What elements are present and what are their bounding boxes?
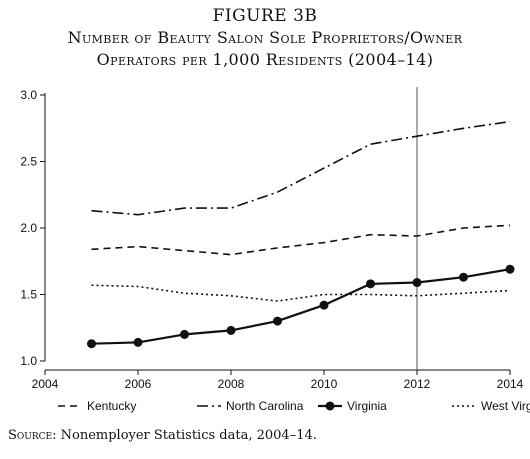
series-line-virginia <box>91 268 511 345</box>
x-tick-label: 2010 <box>311 377 338 391</box>
y-tick-label: 2.5 <box>20 155 37 169</box>
y-tick-label: 1.5 <box>20 288 37 302</box>
y-tick-label: 1.0 <box>20 354 37 368</box>
axes: 1.0 1.5 2.0 2.5 3.0 2004 2006 2008 2010 2012 2014 <box>20 88 523 391</box>
x-tick-label: 2008 <box>218 377 245 391</box>
x-tick-label: 2014 <box>497 377 524 391</box>
series-line-west-virginia <box>91 284 511 302</box>
data-point-virginia <box>505 264 515 274</box>
figure-label: FIGURE 3B <box>212 6 318 26</box>
data-point-virginia <box>87 339 96 349</box>
data-point-virginia <box>133 337 143 347</box>
y-tick-label: 3.0 <box>20 88 37 102</box>
source-text: Nonemployer Statistics data, 2004–14. <box>56 428 317 443</box>
series-line-kentucky <box>91 224 511 256</box>
legend: Kentucky North Carolina Virginia West Virgi… <box>58 399 530 413</box>
data-point-virginia <box>366 279 375 289</box>
data-point-virginia <box>226 325 236 335</box>
source-note: Source: Nonemployer Statistics data, 200… <box>8 428 317 443</box>
x-tick-label: 2012 <box>404 377 431 391</box>
y-tick-label: 2.0 <box>20 221 37 235</box>
source-label: Source: <box>8 428 57 443</box>
data-point-virginia <box>180 329 189 339</box>
series-group <box>87 120 515 349</box>
x-tick-label: 2006 <box>125 377 152 391</box>
chart-title-line-1: Number of Beauty Salon Sole Proprietors/… <box>67 28 463 47</box>
x-tick-label: 2004 <box>32 377 59 391</box>
data-point-virginia <box>273 316 282 326</box>
series-line-north-carolina <box>91 120 511 216</box>
data-point-virginia <box>319 300 329 310</box>
legend-label-north-carolina: North Carolina <box>226 399 304 413</box>
legend-label-west-virginia: West Virginia <box>481 399 530 413</box>
data-point-virginia <box>459 272 468 282</box>
legend-label-kentucky: Kentucky <box>87 399 136 413</box>
legend-label-virginia: Virginia <box>347 399 387 413</box>
data-point-virginia <box>412 278 422 288</box>
legend-marker-virginia <box>325 401 335 411</box>
chart-title-line-2: Operators per 1,000 Residents (2004–14) <box>96 50 434 69</box>
